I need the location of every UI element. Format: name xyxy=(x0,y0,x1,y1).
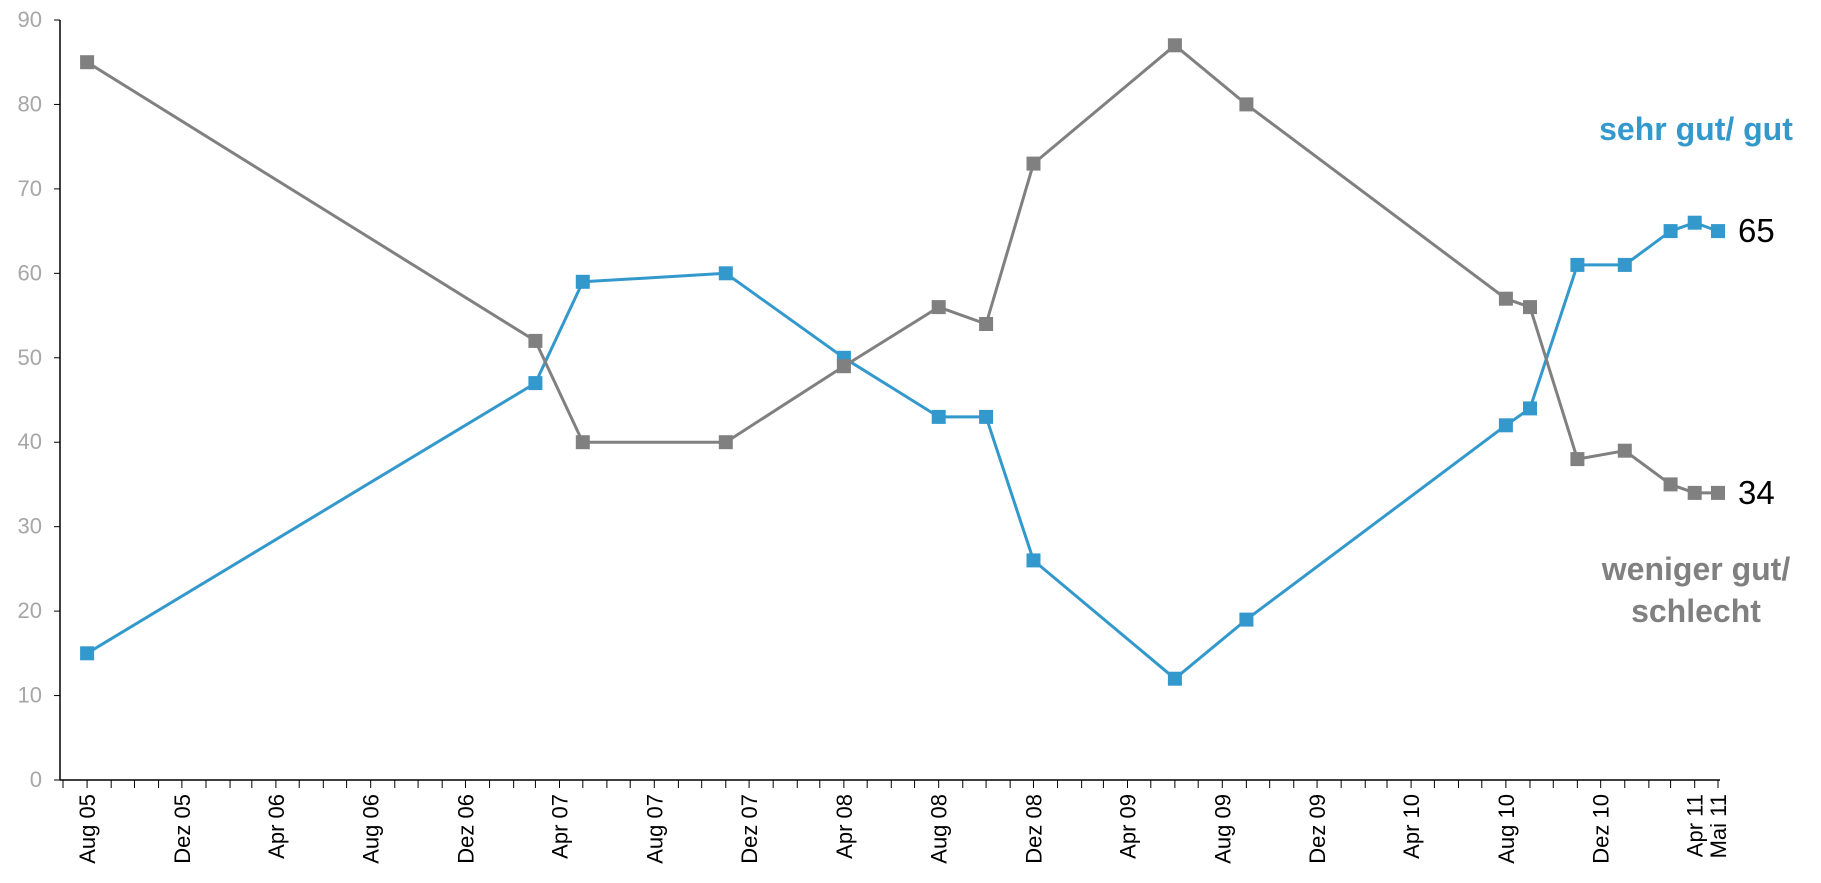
x-axis: Aug 05 Dez 05 Apr 06 Aug 06 Dez 06 Apr 07 Aug … xyxy=(60,779,1731,864)
data-point xyxy=(979,409,994,424)
data-point xyxy=(1167,671,1182,686)
data-point xyxy=(931,300,946,315)
y-tick-label: 30 xyxy=(18,514,42,539)
x-tick-label: Dez 09 xyxy=(1305,794,1330,864)
data-point xyxy=(528,333,543,348)
data-point xyxy=(1687,215,1702,230)
data-point xyxy=(1167,38,1182,53)
y-tick-label: 70 xyxy=(18,176,42,201)
end-value-label: 34 xyxy=(1738,474,1775,511)
x-tick-label: Dez 05 xyxy=(170,794,195,864)
data-point xyxy=(1498,418,1513,433)
y-tick-label: 40 xyxy=(18,429,42,454)
data-point xyxy=(1523,401,1537,416)
data-point xyxy=(1663,224,1678,239)
legend-label: schlecht xyxy=(1631,593,1761,629)
x-tick-label: Aug 06 xyxy=(359,794,384,864)
x-tick-label: Dez 10 xyxy=(1589,794,1614,864)
y-tick-label: 60 xyxy=(18,260,42,285)
data-point xyxy=(836,359,851,374)
y-tick-label: 0 xyxy=(30,767,42,792)
legend-label: sehr gut/ gut xyxy=(1599,111,1793,147)
series-layer xyxy=(80,38,1725,686)
data-point xyxy=(1687,485,1702,500)
x-tick-label: Apr 11 xyxy=(1683,794,1708,857)
y-tick-label: 90 xyxy=(18,7,42,32)
x-tick-label: Apr 09 xyxy=(1115,794,1140,859)
x-tick-label: Aug 05 xyxy=(75,794,100,864)
x-tick-label: Aug 08 xyxy=(927,794,952,864)
labels-layer: 65 34 sehr gut/ gut weniger gut/schlecht xyxy=(1599,111,1793,629)
data-point xyxy=(1711,224,1725,239)
data-point xyxy=(1026,553,1041,568)
series-2 xyxy=(80,38,1725,500)
x-tick-label: Aug 09 xyxy=(1210,794,1235,864)
x-tick-label: Apr 06 xyxy=(264,794,289,859)
series-1 xyxy=(80,215,1725,686)
data-point xyxy=(80,55,95,70)
x-tick-label: Apr 10 xyxy=(1399,794,1424,859)
y-tick-label: 50 xyxy=(18,345,42,370)
x-tick-label: Apr 07 xyxy=(548,794,573,859)
data-point xyxy=(1617,257,1632,272)
data-point xyxy=(528,376,543,391)
data-point xyxy=(575,435,590,450)
series-line xyxy=(86,221,1719,681)
x-tick-label: Aug 10 xyxy=(1494,794,1519,864)
x-tick-label: Dez 07 xyxy=(737,794,762,864)
data-point xyxy=(1570,257,1585,272)
data-point xyxy=(1026,156,1041,171)
data-point xyxy=(718,435,733,450)
data-point xyxy=(931,409,946,424)
y-tick-label: 10 xyxy=(18,683,42,708)
data-point xyxy=(979,317,994,331)
data-point xyxy=(1711,485,1725,500)
data-point xyxy=(1498,291,1513,306)
end-value-label: 65 xyxy=(1738,212,1775,249)
data-point xyxy=(1523,300,1537,315)
data-point xyxy=(1570,452,1585,467)
x-tick-label: Dez 06 xyxy=(453,794,478,864)
series-line xyxy=(86,43,1718,495)
x-tick-label: Mai 11 xyxy=(1706,794,1731,858)
data-point xyxy=(80,646,95,661)
data-point xyxy=(1617,443,1632,458)
x-tick-label: Aug 07 xyxy=(642,794,667,864)
data-point xyxy=(1239,612,1254,627)
x-tick-label: Apr 08 xyxy=(832,794,857,859)
y-axis: 0 10 20 30 40 50 60 70 80 90 xyxy=(18,7,61,792)
legend-label: weniger gut/ xyxy=(1601,551,1791,587)
y-tick-label: 80 xyxy=(18,91,42,116)
x-tick-label: Dez 08 xyxy=(1021,794,1046,864)
data-point xyxy=(575,274,590,289)
data-point xyxy=(718,266,733,281)
data-point xyxy=(1239,97,1254,112)
y-tick-label: 20 xyxy=(18,598,42,623)
data-point xyxy=(1663,477,1678,492)
